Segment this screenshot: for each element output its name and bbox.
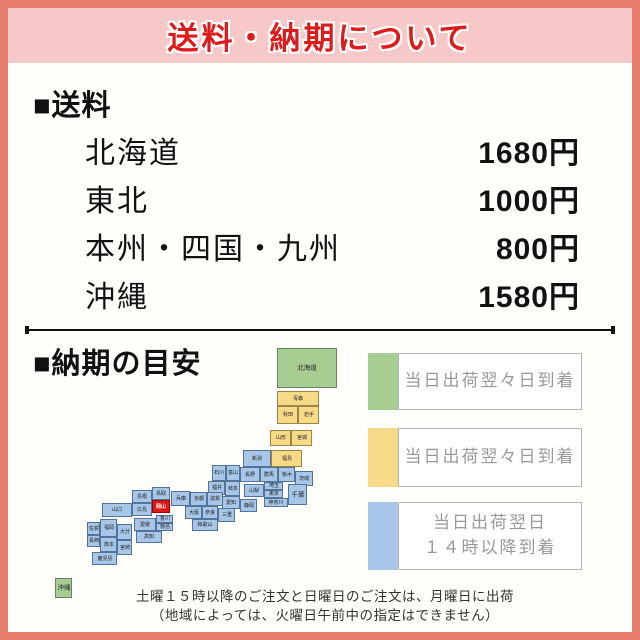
fee-region-label: 沖縄 bbox=[85, 281, 149, 314]
fee-price-value: 800円 bbox=[495, 233, 580, 266]
map-tile: 長崎 bbox=[87, 535, 100, 547]
map-tile: 大分 bbox=[117, 524, 132, 540]
shipping-fee-table: 北海道 1680円 東北 1000円 本州・四国・九州 800円 沖縄 1580… bbox=[85, 126, 580, 318]
shipping-fee-row: 本州・四国・九州 800円 bbox=[85, 222, 580, 270]
fee-region-label: 北海道 bbox=[85, 137, 181, 170]
map-tile: 京都 bbox=[190, 492, 207, 506]
header-banner: 送料・納期について bbox=[8, 8, 632, 63]
legend-text: 当日出荷翌日 bbox=[433, 513, 547, 533]
map-tile: 香川 bbox=[156, 515, 173, 523]
map-tile: 栃木 bbox=[278, 467, 295, 482]
map-tile: 広島 bbox=[132, 503, 152, 516]
note-line: 土曜１５時以降のご注文と日曜日のご注文は、月曜日に出荷 bbox=[136, 589, 514, 604]
map-tile: 群馬 bbox=[260, 467, 278, 482]
fee-price-value: 1580円 bbox=[478, 281, 580, 314]
legend-label: 当日出荷翌々日到着 bbox=[398, 353, 582, 410]
legend-text: 当日出荷翌々日到着 bbox=[404, 447, 576, 467]
map-tile: 愛媛 bbox=[134, 518, 156, 531]
shipping-section-heading: ■送料 bbox=[33, 90, 112, 122]
legend-item-green: 当日出荷翌々日到着 bbox=[368, 353, 582, 410]
page-title: 送料・納期について bbox=[167, 21, 473, 56]
legend-text: 当日出荷翌々日到着 bbox=[404, 371, 576, 391]
map-tile: 青森 bbox=[277, 391, 319, 406]
map-tile: 石川 bbox=[212, 465, 226, 481]
map-tile: 島根 bbox=[132, 490, 152, 503]
map-tile: 茨城 bbox=[295, 471, 313, 486]
legend-item-blue: 当日出荷翌日 １４時以降到着 bbox=[368, 502, 582, 570]
map-tile: 秋田 bbox=[277, 406, 298, 424]
map-tile: 埼玉 bbox=[264, 482, 283, 490]
map-tile: 兵庫 bbox=[171, 491, 190, 506]
map-tile: 沖縄 bbox=[55, 578, 72, 598]
map-tile: 千葉 bbox=[288, 484, 307, 505]
delivery-section-heading: ■納期の目安 bbox=[33, 348, 202, 380]
legend-swatch-green bbox=[368, 353, 398, 410]
map-tile: 奈良 bbox=[202, 506, 218, 519]
map-tile: 新潟 bbox=[243, 450, 271, 467]
map-tile: 長野 bbox=[240, 467, 260, 482]
map-tile: 鳥取 bbox=[152, 487, 170, 500]
legend-label: 当日出荷翌日 １４時以降到着 bbox=[398, 502, 582, 570]
map-tile: 北海道 bbox=[277, 348, 337, 388]
map-tile: 徳島 bbox=[156, 523, 173, 531]
map-tile: 山梨 bbox=[244, 484, 264, 497]
map-tile: 高知 bbox=[136, 531, 162, 543]
map-tile: 神奈川 bbox=[264, 498, 288, 507]
order-cutoff-note: 土曜１５時以降のご注文と日曜日のご注文は、月曜日に出荷 （地域によっては、火曜日… bbox=[30, 588, 620, 626]
fee-region-label: 本州・四国・九州 bbox=[85, 233, 341, 266]
map-tile: 福島 bbox=[271, 450, 302, 467]
map-tile: 福岡 bbox=[100, 519, 117, 537]
shipping-fee-row: 沖縄 1580円 bbox=[85, 270, 580, 318]
legend-label: 当日出荷翌々日到着 bbox=[398, 428, 582, 487]
fee-price-value: 1680円 bbox=[478, 137, 580, 170]
shipping-fee-row: 北海道 1680円 bbox=[85, 126, 580, 174]
map-tile-origin: 岡山 bbox=[152, 500, 170, 513]
map-tile: 宮城 bbox=[291, 430, 312, 446]
map-tile: 佐賀 bbox=[87, 522, 100, 535]
section-divider bbox=[25, 326, 615, 334]
map-tile: 静岡 bbox=[240, 499, 257, 512]
shipping-fee-row: 東北 1000円 bbox=[85, 174, 580, 222]
map-tile: 和歌山 bbox=[192, 519, 218, 531]
map-tile: 富山 bbox=[226, 465, 240, 481]
map-tile: 山口 bbox=[102, 503, 132, 517]
legend-text: １４時以降到着 bbox=[423, 538, 557, 557]
map-tile: 鹿児島 bbox=[92, 552, 117, 565]
legend-swatch-yellow bbox=[368, 428, 398, 487]
map-tile: 三重 bbox=[218, 508, 235, 522]
map-tile: 山形 bbox=[270, 430, 291, 446]
fee-price-value: 1000円 bbox=[478, 185, 580, 218]
map-tile: 東京 bbox=[264, 490, 283, 498]
map-tile: 宮崎 bbox=[117, 540, 132, 555]
legend-item-yellow: 当日出荷翌々日到着 bbox=[368, 428, 582, 487]
map-tile: 岐阜 bbox=[225, 481, 240, 496]
map-tile: 岩手 bbox=[298, 406, 319, 424]
map-tile: 熊本 bbox=[100, 537, 117, 552]
note-line: （地域によっては、火曜日午前中の指定はできません） bbox=[150, 607, 500, 623]
legend-swatch-blue bbox=[368, 502, 398, 570]
fee-region-label: 東北 bbox=[85, 185, 149, 218]
map-tile: 滋賀 bbox=[207, 492, 223, 506]
map-tile: 大阪 bbox=[185, 506, 202, 519]
